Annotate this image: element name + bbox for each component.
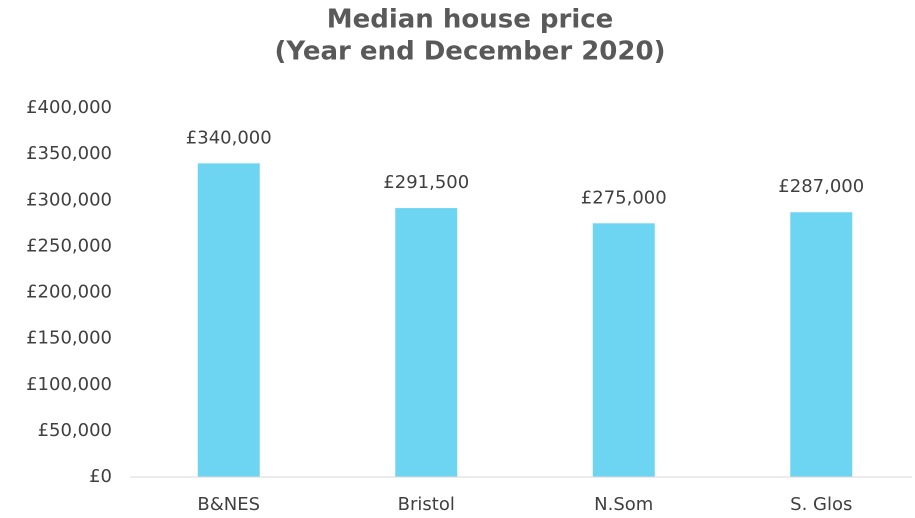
data-label: £287,000 [778,176,864,197]
y-tick-label: £350,000 [26,143,112,164]
bar [790,212,853,477]
data-label: £291,500 [383,172,469,193]
x-tick-label: B&NES [197,494,260,515]
y-tick-label: £250,000 [26,235,112,256]
x-tick-label: S. Glos [790,494,852,515]
y-tick-label: £0 [89,466,112,487]
y-tick-label: £200,000 [26,282,112,303]
y-tick-label: £50,000 [38,420,112,441]
chart-subtitle: (Year end December 2020) [275,37,666,67]
bar [395,208,458,477]
y-tick-label: £150,000 [26,328,112,349]
data-label: £340,000 [186,127,272,148]
bar [592,223,655,477]
x-tick-label: N.Som [594,494,653,515]
bar [197,163,260,477]
y-tick-label: £400,000 [26,97,112,118]
y-tick-label: £300,000 [26,189,112,210]
chart-title: Median house price [327,5,614,35]
data-label: £275,000 [581,187,667,208]
x-tick-label: Bristol [398,494,455,515]
y-tick-label: £100,000 [26,374,112,395]
